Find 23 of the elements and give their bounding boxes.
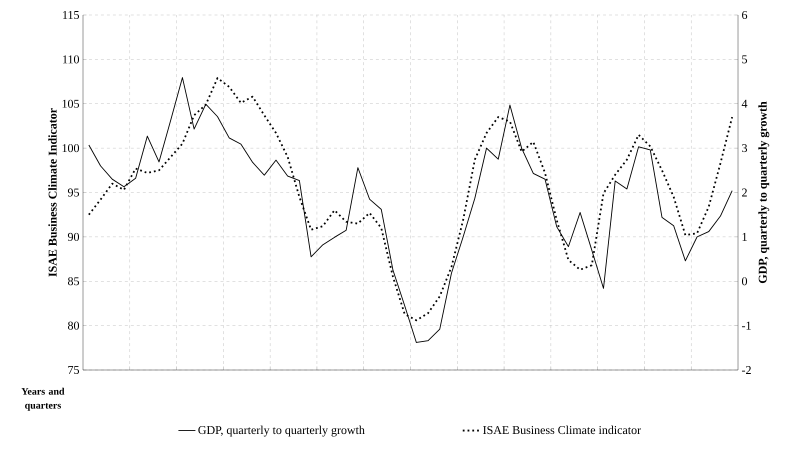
legend-label: ISAE Business Climate indicator <box>483 426 641 434</box>
y-tick-label: 95 <box>68 188 80 197</box>
y-tick-label: 105 <box>62 100 80 108</box>
legend-label: GDP, quarterly to quarterly growth <box>198 426 365 437</box>
y2-tick-label: 0 <box>742 277 748 286</box>
y-tick-label: 110 <box>63 55 80 64</box>
y2-tick-label: 2 <box>742 188 747 196</box>
y-tick-label: 80 <box>68 322 80 330</box>
x-axis-title: Years and quarters <box>22 388 64 411</box>
y-tick-label: 100 <box>62 144 80 152</box>
y2-tick-label: 6 <box>742 10 748 20</box>
y2-axis-title: GDP, quarterly to quarterly growth <box>758 102 770 284</box>
y2-tick-label: -1 <box>742 322 751 330</box>
y2-tick-label: 4 <box>742 100 748 108</box>
y2-tick-label: -2 <box>742 366 751 374</box>
y-tick-label: 90 <box>68 232 80 241</box>
y2-tick-label: 5 <box>742 55 748 64</box>
y2-tick-label: 1 <box>742 232 747 241</box>
y-tick-label: 75 <box>68 366 80 374</box>
y-axis-title: ISAE Business Climate Indicator <box>48 108 57 277</box>
y-tick-label: 115 <box>63 10 80 19</box>
y2-tick-label: 3 <box>742 144 748 152</box>
y-tick-label: 85 <box>68 277 80 286</box>
